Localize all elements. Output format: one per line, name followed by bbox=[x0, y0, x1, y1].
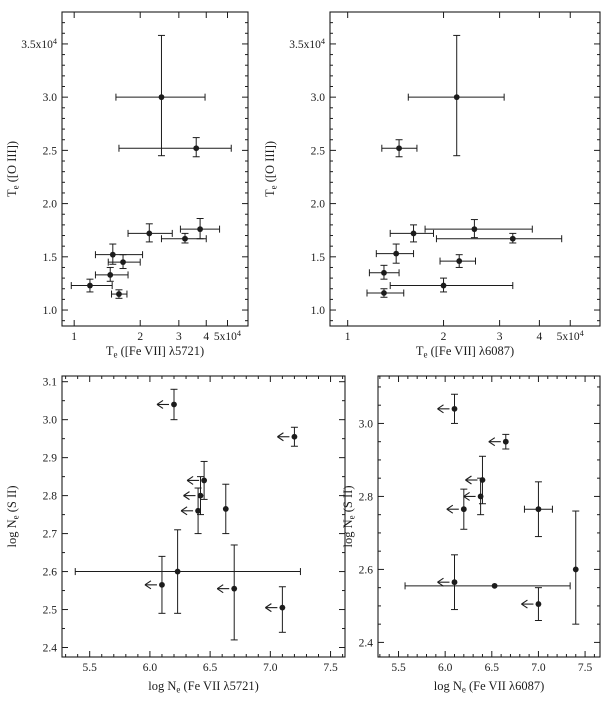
scatter-plot-te-oiii-vs-te-fevii-5721: 1 2 3 4 5x104 1.0 1.5 2.0 2.5 3.0 3.5x104 Te ([Fe V… bbox=[5, 11, 249, 360]
scatter-plot-logne-sii-vs-logne-fevii-6087: 5.5 6.0 6.5 7.0 7.5 2.4 2.6 2.8 3.0 log Ne (Fe VI… bbox=[341, 375, 601, 695]
svg-text:2.5: 2.5 bbox=[311, 145, 326, 157]
svg-text:2.5: 2.5 bbox=[43, 605, 58, 617]
svg-text:2.7: 2.7 bbox=[43, 529, 58, 541]
svg-text:2.9: 2.9 bbox=[43, 453, 58, 465]
svg-text:1.5: 1.5 bbox=[311, 252, 326, 264]
svg-text:3.0: 3.0 bbox=[359, 418, 374, 430]
svg-text:7.5: 7.5 bbox=[578, 662, 593, 674]
svg-text:7.0: 7.0 bbox=[531, 662, 546, 674]
svg-text:6.0: 6.0 bbox=[143, 662, 158, 674]
svg-text:Te ([Fe VII] λ6087): Te ([Fe VII] λ6087) bbox=[416, 344, 514, 360]
svg-text:2.4: 2.4 bbox=[359, 637, 374, 649]
svg-text:2: 2 bbox=[441, 331, 447, 343]
svg-text:2.8: 2.8 bbox=[43, 491, 58, 503]
svg-text:2.6: 2.6 bbox=[359, 564, 374, 576]
svg-text:1: 1 bbox=[345, 331, 351, 343]
svg-text:6.5: 6.5 bbox=[203, 662, 218, 674]
svg-text:7.5: 7.5 bbox=[323, 662, 338, 674]
svg-text:Te ([O III]): Te ([O III]) bbox=[263, 141, 279, 197]
svg-text:3.0: 3.0 bbox=[43, 415, 58, 427]
svg-text:1.0: 1.0 bbox=[43, 305, 58, 317]
svg-text:5x104: 5x104 bbox=[214, 329, 241, 343]
svg-text:3.1: 3.1 bbox=[43, 377, 58, 389]
svg-text:1.5: 1.5 bbox=[43, 252, 58, 264]
svg-text:2.4: 2.4 bbox=[43, 643, 58, 655]
svg-text:2.6: 2.6 bbox=[43, 567, 58, 579]
svg-text:6.0: 6.0 bbox=[438, 662, 453, 674]
svg-text:3.5x104: 3.5x104 bbox=[21, 37, 57, 51]
svg-text:4: 4 bbox=[537, 331, 543, 343]
svg-text:2.0: 2.0 bbox=[43, 199, 58, 211]
svg-text:3.5x104: 3.5x104 bbox=[289, 37, 325, 51]
scatter-plot-logne-sii-vs-logne-fevii-5721: 5.5 6.0 6.5 7.0 7.5 2.4 2.5 2.6 2.7 2.8 2.9 3.0 3.1 l… bbox=[5, 375, 346, 695]
svg-text:4: 4 bbox=[203, 331, 209, 343]
svg-text:3: 3 bbox=[176, 331, 182, 343]
svg-text:2: 2 bbox=[137, 331, 143, 343]
svg-text:Te ([O III]): Te ([O III]) bbox=[5, 141, 21, 197]
svg-text:7.0: 7.0 bbox=[263, 662, 278, 674]
svg-text:5.5: 5.5 bbox=[83, 662, 98, 674]
svg-text:log Ne (Fe VII λ5721): log Ne (Fe VII λ5721) bbox=[148, 679, 259, 695]
svg-text:5.5: 5.5 bbox=[391, 662, 406, 674]
svg-text:3: 3 bbox=[497, 331, 503, 343]
svg-text:2.5: 2.5 bbox=[43, 145, 58, 157]
svg-text:5x104: 5x104 bbox=[557, 329, 584, 343]
svg-text:log Ne (Fe VII λ6087): log Ne (Fe VII λ6087) bbox=[434, 679, 545, 695]
svg-text:1: 1 bbox=[71, 331, 77, 343]
svg-text:6.5: 6.5 bbox=[485, 662, 500, 674]
svg-text:2.8: 2.8 bbox=[359, 491, 374, 503]
svg-text:log Ne (S II): log Ne (S II) bbox=[341, 486, 357, 548]
svg-text:Te ([Fe VII] λ5721): Te ([Fe VII] λ5721) bbox=[106, 344, 204, 360]
svg-text:3.0: 3.0 bbox=[311, 92, 326, 104]
svg-text:log Ne (S II): log Ne (S II) bbox=[5, 486, 21, 548]
svg-text:1.0: 1.0 bbox=[311, 305, 326, 317]
scatter-plot-te-oiii-vs-te-fevii-6087: 1 2 3 4 5x104 1.0 1.5 2.0 2.5 3.0 3.5x104 Te ([Fe V… bbox=[263, 11, 601, 360]
svg-text:3.0: 3.0 bbox=[43, 92, 58, 104]
svg-text:2.0: 2.0 bbox=[311, 199, 326, 211]
